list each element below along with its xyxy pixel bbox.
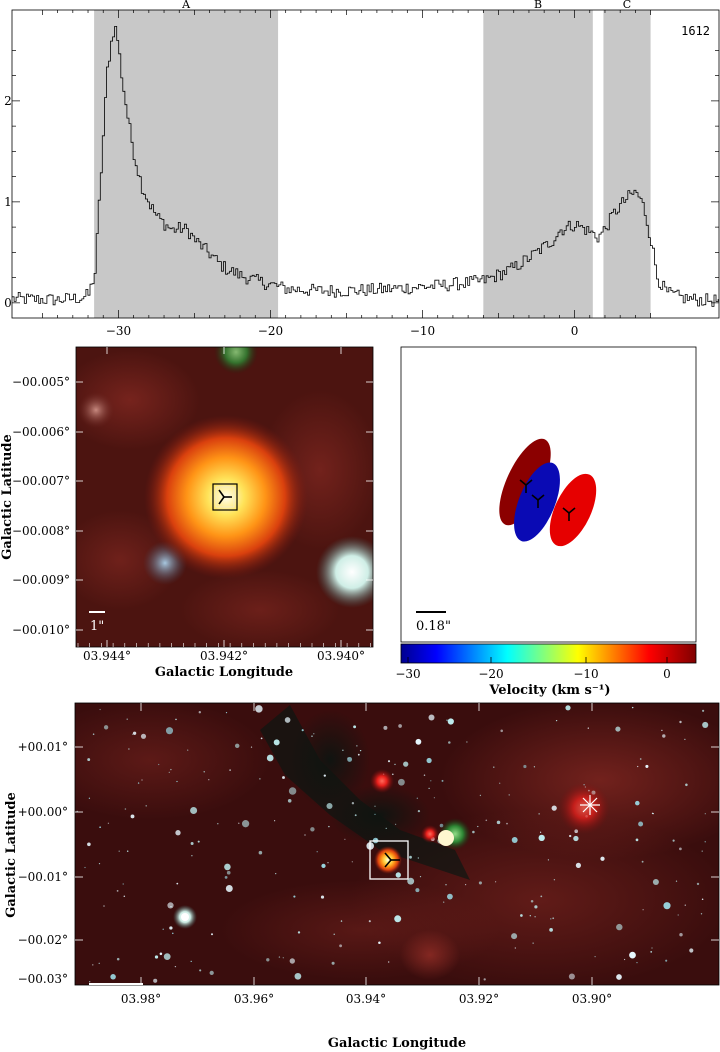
zoom-x-tick-label: 03.944° [83, 649, 131, 663]
wide-image-frame [74, 702, 720, 986]
zoom-y-tick-label: −00.008° [12, 524, 70, 538]
zoom-image-ticks: 03.944° 03.942° 03.940° −00.005° −00.006° −00… [12, 347, 373, 663]
maser-spot-1 [499, 438, 551, 526]
maser-spot-markers [519, 479, 576, 521]
zoom-x-axis-label: Galactic Longitude [155, 665, 293, 680]
wide-y-tick-label: −00.03° [18, 972, 68, 986]
maser-scale-bar-label: 0.18" [416, 619, 451, 634]
wide-image [75, 703, 719, 985]
wide-x-tick-label: 03.98° [121, 992, 161, 1006]
wide-image-ticks: 03.98° 03.96° 03.94° 03.92° 03.90° +00.01° +00… [18, 703, 719, 1006]
colorbar-tick-label: 0 [663, 667, 671, 681]
wide-image-panel: 03.98° 03.96° 03.94° 03.92° 03.90° +00.01° +00… [4, 702, 720, 1051]
zoom-y-tick-label: −00.005° [12, 375, 70, 389]
spectrum-line [12, 26, 719, 307]
region-a [94, 10, 279, 318]
spectrum-label: 1612 [681, 24, 710, 38]
wide-y-tick-label: −00.02° [18, 933, 68, 947]
zoom-y-tick-label: −00.009° [12, 573, 70, 587]
zoom-image-frame [75, 346, 374, 648]
zoom-y-tick-label: −00.007° [12, 474, 70, 488]
velocity-colorbar [400, 643, 697, 664]
spectrum-frame [11, 9, 720, 319]
asterisk-marker [580, 795, 600, 815]
wide-x-tick-label: 03.92° [459, 992, 499, 1006]
x-tick-label: −10 [410, 324, 435, 338]
maser-spots-panel: 0.18" −30 −20 −10 0 Velocity (km s⁻¹) [395, 346, 697, 698]
y-tick-label: 1 [4, 195, 12, 209]
colorbar-label: Velocity (km s⁻¹) [488, 683, 610, 698]
y-tick-label: 0 [4, 296, 12, 310]
zoom-image [76, 347, 373, 647]
wide-y-tick-label: +00.00° [18, 805, 68, 819]
wide-y-tick-label: −00.01° [18, 870, 68, 884]
spectrum-ticks: −30 −20 −10 0 0 1 2 [4, 10, 719, 338]
zoom-y-tick-label: −00.010° [12, 623, 70, 637]
zoom-y-axis-label: Galactic Latitude [0, 434, 15, 560]
maser-spot-2 [514, 462, 560, 542]
region-label-c: C [623, 0, 631, 11]
x-tick-label: 0 [571, 324, 579, 338]
wide-x-tick-label: 03.96° [234, 992, 274, 1006]
zoom-x-tick-label: 03.940° [317, 649, 365, 663]
wide-x-axis-label: Galactic Longitude [328, 1036, 466, 1051]
colorbar-tick-label: −20 [478, 667, 503, 681]
zoom-x-tick-label: 03.942° [200, 649, 248, 663]
x-tick-label: −30 [106, 324, 131, 338]
y-tick-label: 2 [4, 94, 12, 108]
colorbar-tick-label: −30 [395, 667, 420, 681]
velocity-regions [94, 10, 651, 318]
zoom-scale-bar-label: 1" [90, 619, 104, 634]
zoom-y-tick-label: −00.006° [12, 425, 70, 439]
region-label-a: A [181, 0, 191, 11]
colorbar-ticks: −30 −20 −10 0 [395, 657, 671, 681]
wide-y-tick-label: +00.01° [18, 740, 68, 754]
x-tick-label: −20 [258, 324, 283, 338]
region-labels: A B C [181, 0, 631, 11]
zoom-image-panel: 03.944° 03.942° 03.940° −00.005° −00.006° −00… [0, 346, 374, 680]
region-label-b: B [534, 0, 542, 11]
wide-x-tick-label: 03.90° [572, 992, 612, 1006]
wide-scale-bar-label: 30" [106, 987, 129, 1002]
wide-x-tick-label: 03.94° [346, 992, 386, 1006]
colorbar-tick-label: −10 [573, 667, 598, 681]
region-b [483, 10, 593, 318]
wide-y-axis-label: Galactic Latitude [4, 792, 19, 918]
region-c [603, 10, 651, 318]
spectrum-panel: A B C −30 −20 −10 0 0 1 2 1612 [4, 0, 720, 338]
